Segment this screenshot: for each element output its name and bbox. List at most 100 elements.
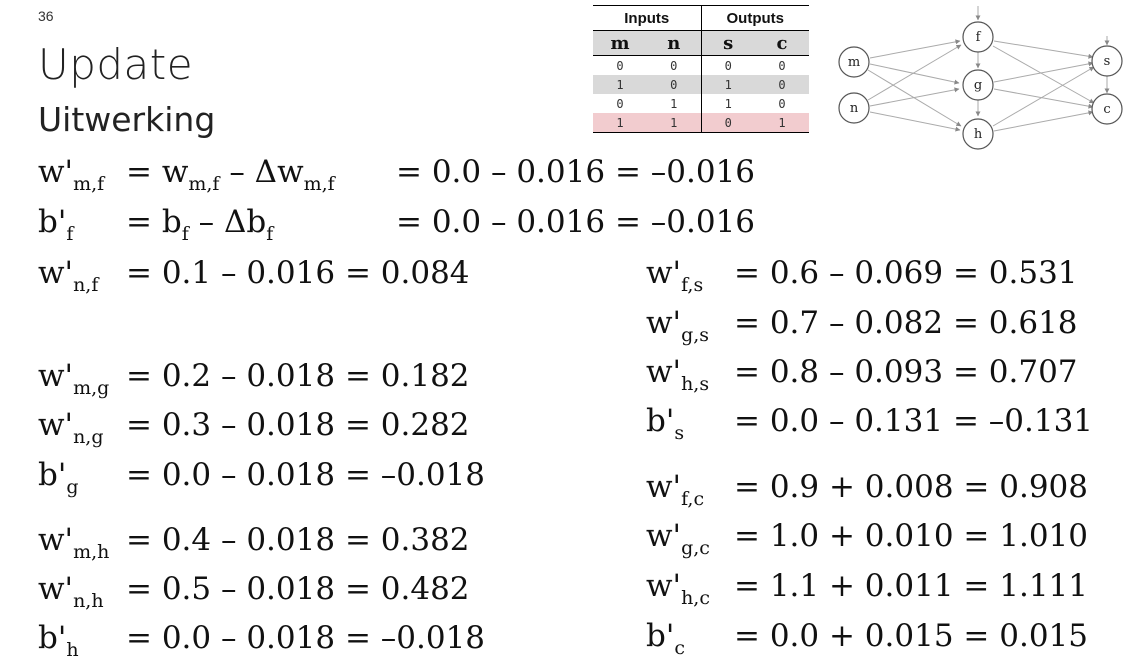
eq-lhs-sub: m,h bbox=[73, 541, 110, 563]
outputs-header: Outputs bbox=[701, 5, 809, 31]
slide-title: Update bbox=[38, 40, 194, 89]
eq-mid-sub: f bbox=[181, 223, 189, 245]
node-g bbox=[962, 69, 994, 101]
eq-lhs-sub: m,f bbox=[73, 173, 105, 195]
table-cell: 0 bbox=[778, 96, 786, 111]
truth-table: Inputs Outputs m n s c 0 0 0 0 1 0 1 0 0… bbox=[593, 5, 809, 133]
eq-rhs: = 0.9 + 0.008 = 0.908 bbox=[734, 469, 1088, 505]
equation-w-g-s: w'g,s = 0.7 – 0.082 = 0.618 bbox=[646, 303, 1116, 346]
eq-lhs-sub: n,f bbox=[73, 274, 99, 296]
eq-lhs: w' bbox=[38, 407, 74, 443]
node-f bbox=[962, 21, 994, 53]
table-cell: 0 bbox=[701, 113, 755, 133]
table-cell: 1 bbox=[647, 94, 702, 113]
node-label-c: c bbox=[1103, 102, 1110, 117]
eq-lhs: w' bbox=[646, 354, 682, 390]
table-cell: 1 bbox=[647, 113, 702, 133]
eq-lhs-sub: h,c bbox=[681, 587, 710, 609]
eq-lhs-sub: h,s bbox=[681, 373, 710, 395]
column-m: m bbox=[593, 30, 647, 56]
equation-w-n-h: w'n,h = 0.5 – 0.018 = 0.482 bbox=[38, 569, 598, 612]
eq-lhs-sub: g,c bbox=[681, 537, 710, 559]
eq-rhs: = 1.1 + 0.011 = 1.111 bbox=[734, 568, 1088, 604]
node-s bbox=[1091, 45, 1123, 77]
node-label-h: h bbox=[974, 127, 983, 142]
eq-mid2: – Δb bbox=[188, 204, 267, 240]
eq-lhs-sub: c bbox=[674, 637, 686, 659]
equation-b-h: b'h = 0.0 – 0.018 = –0.018 bbox=[38, 618, 598, 660]
equation-w-m-f: w'm,f = wm,f – Δwm,f = 0.0 – 0.016 = –0.… bbox=[38, 152, 758, 195]
eq-lhs-sub: f bbox=[66, 223, 74, 245]
eq-lhs: b' bbox=[38, 620, 67, 656]
equation-w-g-c: w'g,c = 1.0 + 0.010 = 1.010 bbox=[646, 516, 1116, 559]
eq-lhs: w' bbox=[38, 358, 74, 394]
eq-lhs: w' bbox=[38, 154, 74, 190]
equation-w-m-h: w'm,h = 0.4 – 0.018 = 0.382 bbox=[38, 520, 598, 563]
eq-lhs: b' bbox=[38, 457, 67, 493]
eq-rhs: = 0.5 – 0.018 = 0.482 bbox=[126, 571, 470, 607]
equation-b-c: b'c = 0.0 + 0.015 = 0.015 bbox=[646, 616, 1116, 659]
table-cell: 0 bbox=[616, 58, 624, 73]
column-n: n bbox=[647, 30, 702, 56]
eq-rhs: = 0.0 – 0.018 = –0.018 bbox=[126, 620, 486, 656]
table-row: 1 1 0 1 bbox=[593, 113, 809, 133]
eq-rhs: = 0.2 – 0.018 = 0.182 bbox=[126, 358, 470, 394]
eq-rhs: = 0.0 – 0.016 = –0.016 bbox=[396, 154, 756, 190]
eq-lhs-sub: m,g bbox=[73, 377, 110, 399]
eq-lhs: b' bbox=[38, 204, 67, 240]
equation-b-f: b'f = bf – Δbf = 0.0 – 0.016 = –0.016 bbox=[38, 202, 758, 245]
node-label-n: n bbox=[850, 101, 859, 116]
table-cell: 0 bbox=[755, 75, 809, 94]
equation-w-h-s: w'h,s = 0.8 – 0.093 = 0.707 bbox=[646, 352, 1116, 395]
eq-rhs: = 0.0 – 0.018 = –0.018 bbox=[126, 457, 486, 493]
table-cell: 1 bbox=[701, 75, 755, 94]
eq-lhs: w' bbox=[646, 305, 682, 341]
table-cell: 1 bbox=[593, 75, 647, 94]
equation-w-f-c: w'f,c = 0.9 + 0.008 = 0.908 bbox=[646, 467, 1116, 510]
eq-lhs-sub: g,s bbox=[681, 324, 710, 346]
eq-mid2-sub: m,f bbox=[303, 173, 335, 195]
slide-subtitle: Uitwerking bbox=[38, 100, 216, 139]
column-s: s bbox=[701, 30, 755, 56]
equation-w-f-s: w'f,s = 0.6 – 0.069 = 0.531 bbox=[646, 253, 1116, 296]
node-c bbox=[1091, 93, 1123, 125]
eq-lhs-sub: f,s bbox=[681, 274, 704, 296]
node-n bbox=[838, 92, 870, 124]
eq-lhs: w' bbox=[646, 255, 682, 291]
eq-lhs: w' bbox=[38, 255, 74, 291]
truth-table-group-header: Inputs Outputs bbox=[593, 5, 809, 31]
eq-lhs: w' bbox=[646, 568, 682, 604]
eq-lhs-sub: s bbox=[674, 422, 685, 444]
eq-rhs: = 0.1 – 0.016 = 0.084 bbox=[126, 255, 470, 291]
truth-table-column-header: m n s c bbox=[593, 30, 809, 56]
eq-lhs-sub: f,c bbox=[681, 488, 705, 510]
eq-rhs: = 0.3 – 0.018 = 0.282 bbox=[126, 407, 470, 443]
eq-lhs: w' bbox=[646, 518, 682, 554]
eq-rhs: = 0.0 – 0.131 = –0.131 bbox=[734, 403, 1094, 439]
eq-lhs: w' bbox=[646, 469, 682, 505]
eq-mid: = b bbox=[126, 204, 182, 240]
eq-lhs-sub: n,h bbox=[73, 590, 104, 612]
table-cell: 0 bbox=[647, 55, 702, 75]
table-row: 0 1 1 0 bbox=[593, 94, 809, 113]
table-cell: 1 bbox=[724, 96, 732, 111]
eq-lhs: b' bbox=[646, 618, 675, 654]
neural-network-diagram: m n f g h s c bbox=[838, 6, 1123, 150]
table-row: 0 0 0 0 bbox=[593, 55, 809, 75]
inputs-header: Inputs bbox=[593, 5, 702, 31]
eq-rhs: = 1.0 + 0.010 = 1.010 bbox=[734, 518, 1088, 554]
node-label-f: f bbox=[976, 30, 982, 45]
eq-mid: = w bbox=[126, 154, 189, 190]
equation-b-s: b's = 0.0 – 0.131 = –0.131 bbox=[646, 401, 1116, 444]
node-m bbox=[838, 46, 870, 78]
table-row: 1 0 1 0 bbox=[593, 75, 809, 94]
eq-rhs: = 0.4 – 0.018 = 0.382 bbox=[126, 522, 470, 558]
node-h bbox=[962, 118, 994, 150]
table-cell: 0 bbox=[616, 96, 624, 111]
eq-rhs: = 0.0 – 0.016 = –0.016 bbox=[396, 204, 756, 240]
eq-rhs: = 0.0 + 0.015 = 0.015 bbox=[734, 618, 1088, 654]
node-label-m: m bbox=[848, 55, 860, 70]
equation-w-m-g: w'm,g = 0.2 – 0.018 = 0.182 bbox=[38, 356, 598, 399]
table-cell: 1 bbox=[593, 113, 647, 133]
eq-lhs: w' bbox=[38, 571, 74, 607]
